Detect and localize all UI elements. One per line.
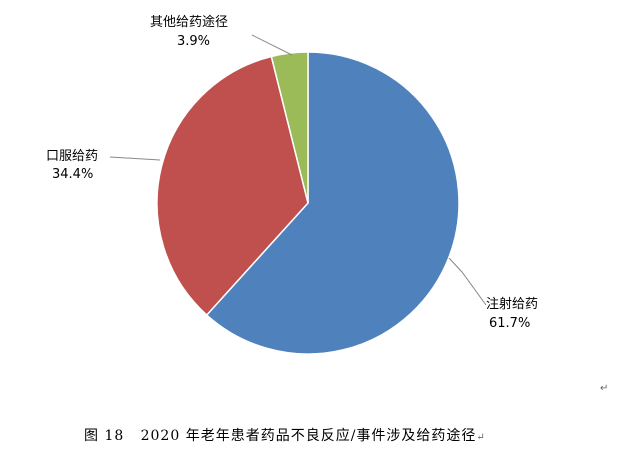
- pie-slice-1: [156, 55, 309, 317]
- label-injection: 注射给药: [486, 296, 538, 312]
- value-oral: 34.4%: [52, 167, 93, 182]
- label-other: 其他给药途径: [150, 14, 228, 30]
- leader-line-oral: [109, 156, 161, 161]
- label-oral: 口服给药: [46, 149, 98, 164]
- caption-text: 图 18 2020 年老年患者药品不良反应/事件涉及给药途径: [84, 428, 477, 444]
- pie-slices: [156, 51, 460, 355]
- leader-line-other: [251, 34, 293, 56]
- figure-caption: 图 18 2020 年老年患者药品不良反应/事件涉及给药途径↵: [84, 425, 486, 445]
- leader-lines: [109, 34, 487, 306]
- leader-line-injection: [448, 257, 487, 306]
- pie-slice-0: [205, 51, 460, 355]
- value-injection: 61.7%: [489, 316, 530, 331]
- pie-slice-2: [270, 51, 309, 204]
- paragraph-mark: ↵: [476, 432, 486, 443]
- paragraph-mark: ↵: [600, 383, 609, 394]
- value-other: 3.9%: [177, 34, 210, 49]
